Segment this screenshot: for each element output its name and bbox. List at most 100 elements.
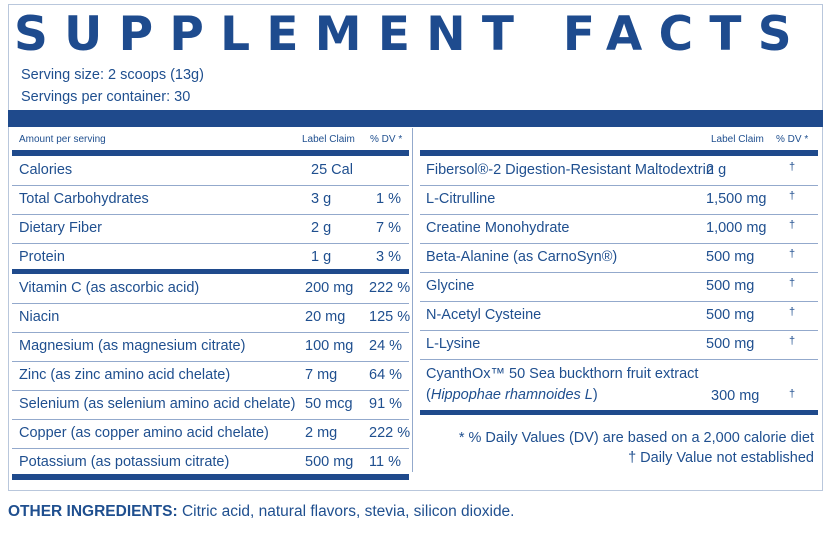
row-dv: † [789,306,796,318]
row-dv: 125 % [369,309,411,325]
row-claim: 2 g [706,162,727,178]
row-name: L-Citrulline [426,191,496,207]
table-row: Calories 25 Cal [0,156,832,185]
footnote-daily-values: * % Daily Values (DV) are based on a 2,0… [458,430,814,446]
header-label-claim-right: Label Claim [711,134,764,145]
row-claim: 200 mg [305,280,354,296]
row-divider [12,448,409,449]
row-claim: 500 mg [706,249,755,265]
row-divider [12,214,409,215]
row-divider [420,359,818,360]
right-header-rule [420,150,818,156]
other-ingredients: OTHER INGREDIENTS: Citric acid, natural … [8,503,515,521]
row-dv: 64 % [369,367,403,383]
row-divider [12,390,409,391]
table-row: Vitamin C (as ascorbic acid) 200 mg 222 % [0,274,832,303]
row-name: Protein [19,249,65,265]
table-row: Glycine 500 mg † [0,272,832,301]
row-claim: 500 mg [706,307,755,323]
table-row: Dietary Fiber 2 g 7 % [0,214,832,243]
table-row: Copper (as copper amino acid chelate) 2 m… [0,419,832,448]
row-claim: 1 g [311,249,332,265]
row-dv: † [789,219,796,231]
table-row: L-Lysine 500 mg † [0,330,832,359]
row-divider [420,185,818,186]
row-name: Potassium (as potassium citrate) [19,454,230,470]
row-divider [12,332,409,333]
table-row: Fibersol®-2 Digestion-Resistant Maltodex… [0,156,832,185]
row-dv: 3 % [376,249,401,265]
table-row: Protein 1 g 3 % [0,243,832,272]
header-amount: Amount per serving [19,134,106,145]
row-divider [12,419,409,420]
row-claim: 500 mg [706,336,755,352]
row-name-latin: (Hippophae rhamnoides L) [426,387,598,403]
table-row: L-Citrulline 1,500 mg † [0,185,832,214]
row-name: CyanthOx™ 50 Sea buckthorn fruit extract [426,366,699,382]
row-name: Zinc (as zinc amino acid chelate) [19,367,231,383]
row-claim: 300 mg [711,388,760,404]
table-row: CyanthOx™ 50 Sea buckthorn fruit extract… [0,363,832,409]
header-dv-left: % DV * [370,134,403,145]
row-claim: 50 mcg [305,396,353,412]
serving-size: Serving size: 2 scoops (13g) [21,67,204,83]
row-divider [420,272,818,273]
row-name: L-Lysine [426,336,481,352]
row-claim: 1,500 mg [706,191,767,207]
row-dv: † [789,190,796,202]
row-name: Niacin [19,309,60,325]
row-name: Creatine Monohydrate [426,220,570,236]
row-dv: † [789,248,796,260]
row-divider [420,214,818,215]
left-mid-rule [12,269,409,274]
panel-title: SUPPLEMENT FACTS [14,7,808,62]
row-divider [12,185,409,186]
row-divider [420,243,818,244]
supplement-facts-panel [8,4,823,491]
row-claim: 3 g [311,191,332,207]
servings-per-container: Servings per container: 30 [21,89,191,105]
row-claim: 100 mg [305,338,354,354]
row-divider [420,301,818,302]
row-dv: † [789,161,796,173]
table-row: Niacin 20 mg 125 % [0,303,832,332]
row-claim: 1,000 mg [706,220,767,236]
left-bottom-rule [12,474,409,480]
header-label-claim-left: Label Claim [302,134,355,145]
row-dv: † [789,388,796,400]
row-name: Dietary Fiber [19,220,102,236]
row-claim: 25 Cal [311,162,353,178]
row-name: Beta-Alanine (as CarnoSyn®) [426,249,618,265]
other-ingredients-label: OTHER INGREDIENTS: [8,503,178,520]
row-claim: 7 mg [305,367,338,383]
row-dv: † [789,277,796,289]
row-claim: 500 mg [706,278,755,294]
row-name: Copper (as copper amino acid chelate) [19,425,269,441]
table-row: Selenium (as selenium amino acid chelate… [0,390,832,419]
table-row: Total Carbohydrates 3 g 1 % [0,185,832,214]
header-dv-right: % DV * [776,134,809,145]
row-claim: 2 mg [305,425,338,441]
row-name: Magnesium (as magnesium citrate) [19,338,246,354]
top-rule [8,110,823,127]
row-claim: 20 mg [305,309,346,325]
row-dv: 222 % [369,425,411,441]
row-claim: 500 mg [305,454,354,470]
row-name: Selenium (as selenium amino acid chelate… [19,396,296,412]
table-row: Potassium (as potassium citrate) 500 mg 11… [0,448,832,477]
row-name: Fibersol®-2 Digestion-Resistant Maltodex… [426,162,714,178]
row-dv: 91 % [369,396,403,412]
row-dv: 7 % [376,220,401,236]
row-divider [12,303,409,304]
row-claim: 2 g [311,220,332,236]
table-row: Beta-Alanine (as CarnoSyn®) 500 mg † [0,243,832,272]
row-dv: 24 % [369,338,403,354]
footnote-dagger: † Daily Value not established [628,450,814,466]
other-ingredients-text: Citric acid, natural flavors, stevia, si… [177,503,515,520]
row-name: Glycine [426,278,475,294]
row-name: Calories [19,162,73,178]
table-row: N-Acetyl Cysteine 500 mg † [0,301,832,330]
row-dv: † [789,335,796,347]
table-row: Creatine Monohydrate 1,000 mg † [0,214,832,243]
row-dv: 1 % [376,191,401,207]
